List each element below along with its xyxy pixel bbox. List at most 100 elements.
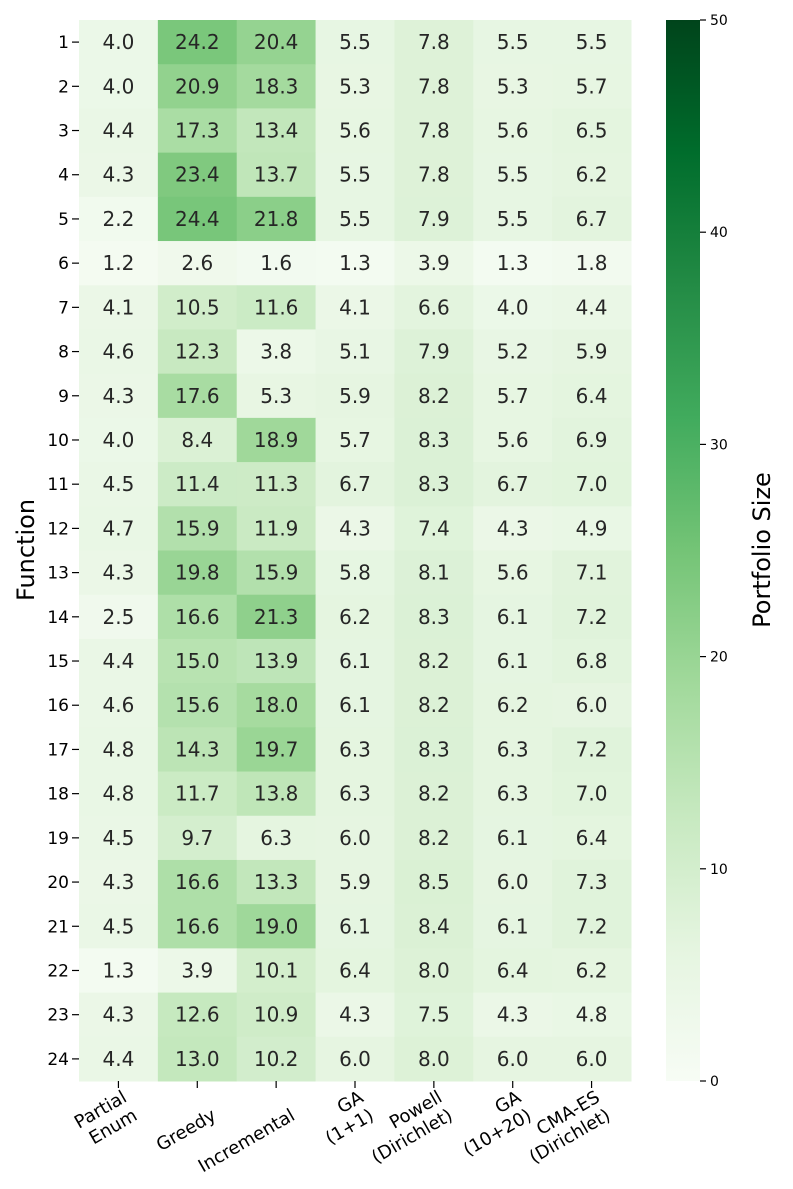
cell-value-label: 1.3 [103,958,135,982]
cell-value-label: 16.6 [175,914,220,938]
heatmap-cell [79,727,159,773]
heatmap-cell [157,1036,238,1082]
heatmap-cell [157,948,238,994]
cell-value-label: 3.9 [418,251,450,275]
cell-value-label: 7.2 [576,737,608,761]
cell-value-label: 20.9 [175,74,220,98]
cell-value-label: 6.7 [497,472,529,496]
colorbar-ticks: 0 10 20 30 40 50 [700,13,728,1090]
y-tick-label: 23 [47,1006,69,1026]
cell-value-label: 2.2 [103,207,135,231]
cell-value-label: 5.5 [339,163,371,187]
cell-value-label: 6.3 [497,782,529,806]
heatmap-cell [236,196,317,242]
heatmap-cell [79,550,159,596]
cell-value-label: 5.5 [576,30,608,54]
cell-value-label: 6.3 [339,782,371,806]
heatmap-cell [394,329,474,375]
cell-value-label: 6.1 [497,826,529,850]
heatmap-cell [552,329,632,375]
colorbar-label: Portfolio Size [748,472,776,628]
cell-value-label: 2.6 [181,251,213,275]
cell-value-label: 11.7 [175,782,220,806]
heatmap-cell [157,329,238,375]
cell-value-label: 6.8 [576,649,608,673]
cell-value-label: 5.5 [339,30,371,54]
heatmap-cell [473,373,553,419]
heatmap-cell [394,948,474,994]
cell-value-label: 1.8 [576,251,608,275]
heatmap-cell [79,1036,159,1082]
y-tick-label: 4 [58,166,69,186]
heatmap-cell [79,196,159,242]
cell-value-label: 5.8 [339,561,371,585]
heatmap-cell [394,285,474,330]
heatmap-cell [157,285,238,330]
heatmap-cell [552,417,632,463]
cell-value-label: 12.6 [175,1003,220,1027]
heatmap-cell [473,329,553,375]
colorbar-tick-label: 10 [710,862,728,878]
heatmap-cell [157,20,238,65]
cell-value-label: 6.4 [497,958,529,982]
cell-value-label: 6.4 [576,826,608,850]
heatmap-cell [157,152,238,198]
heatmap-cell [157,771,238,817]
heatmap-cell [315,683,395,728]
cell-value-label: 7.0 [576,472,608,496]
cell-value-label: 5.7 [497,384,529,408]
y-tick-label: 14 [47,608,69,628]
heatmap-cell [236,241,317,286]
cell-value-label: 6.1 [497,605,529,629]
cell-value-label: 8.3 [418,472,450,496]
heatmap-cell [394,462,474,507]
cell-value-label: 15.9 [254,561,299,585]
heatmap-cell [157,638,238,684]
heatmap-cell [79,859,159,905]
heatmap-cell [552,727,632,773]
y-tick-label: 10 [47,431,69,451]
cell-value-label: 8.4 [418,914,450,938]
cell-value-label: 5.2 [497,340,529,364]
heatmap-cell [552,506,632,551]
heatmap-cell [157,108,238,154]
heatmap-cell [236,859,317,905]
heatmap-cell [79,462,159,507]
cell-value-label: 6.7 [576,207,608,231]
heatmap-cell [552,859,632,905]
heatmap-cell [157,373,238,419]
heatmap-cell [473,196,553,242]
cell-value-label: 4.0 [103,428,135,452]
heatmap-cell [394,683,474,728]
y-tick-label: 15 [47,652,69,672]
heatmap-cell [79,683,159,728]
colorbar-tick-label: 0 [710,1074,719,1090]
y-tick-label: 6 [58,254,69,274]
cell-value-label: 11.6 [254,295,299,319]
heatmap-cell [315,904,395,949]
heatmap-cell [315,285,395,330]
heatmap-cell [79,638,159,684]
y-tick-label: 20 [47,873,69,893]
cell-value-label: 4.1 [339,295,371,319]
heatmap-cell [79,108,159,154]
cell-value-label: 4.3 [103,561,135,585]
y-tick-label: 5 [58,210,69,230]
cell-value-label: 4.9 [576,516,608,540]
heatmap-cell [394,859,474,905]
cell-value-label: 7.2 [576,605,608,629]
heatmap-cell [315,108,395,154]
cell-value-label: 8.2 [418,384,450,408]
cell-value-label: 5.5 [339,207,371,231]
heatmap-cell [473,285,553,330]
cell-value-label: 15.9 [175,516,220,540]
heatmap-cell [473,108,553,154]
heatmap-cell [315,20,395,65]
heatmap-cell [315,550,395,596]
cell-value-label: 14.3 [175,737,220,761]
cell-value-label: 19.0 [254,914,299,938]
heatmap-cell [157,64,238,109]
heatmap-cell [473,992,553,1038]
cell-value-label: 13.8 [254,782,299,806]
cell-value-label: 6.3 [339,737,371,761]
